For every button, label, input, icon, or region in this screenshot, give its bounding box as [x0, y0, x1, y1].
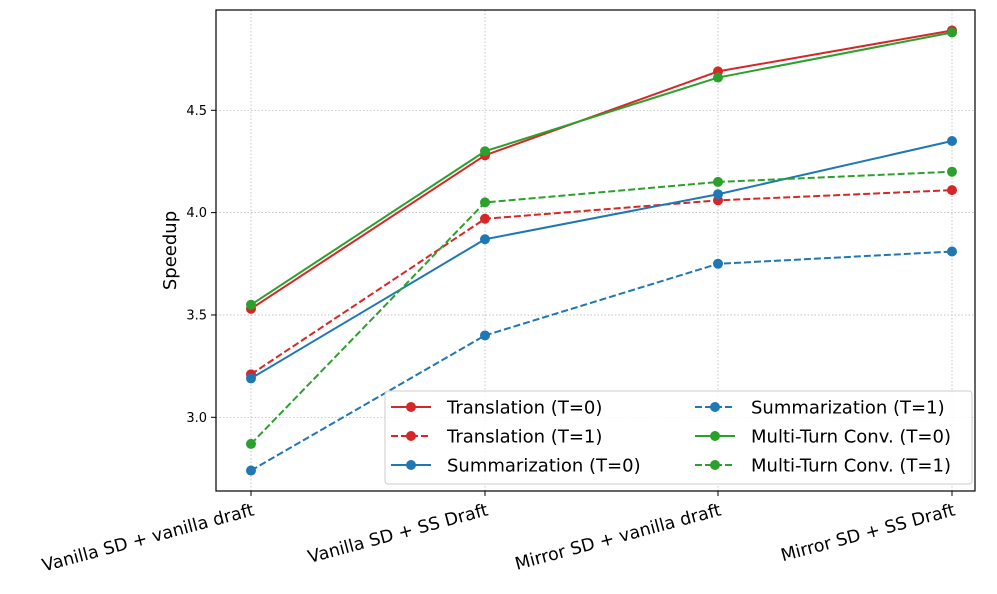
- series-line: [250, 250, 953, 472]
- data-point: [246, 373, 256, 384]
- data-point: [947, 185, 957, 196]
- data-point: [246, 299, 256, 310]
- x-tick-label: Vanilla SD + vanilla draft: [40, 500, 256, 576]
- series-1: [246, 25, 957, 314]
- plot-frame: [215, 9, 976, 492]
- axes: Vanilla SD + vanilla draft Vanilla SD + S…: [40, 104, 957, 577]
- series-4: [246, 246, 957, 476]
- x-tick-label: Mirror SD + vanilla draft: [513, 500, 723, 574]
- y-axis-title: Speedup: [160, 211, 181, 290]
- y-tick-label: 4.5: [186, 104, 207, 119]
- data-point: [480, 146, 490, 157]
- x-tick-label: Vanilla SD + SS Draft: [306, 500, 491, 567]
- legend-label: Summarization (T=0): [447, 456, 641, 477]
- series-layer: [246, 25, 957, 476]
- series-line: [250, 140, 953, 380]
- legend-marker: [710, 460, 720, 470]
- legend-box: [384, 390, 973, 485]
- legend-entry: Summarization (T=1): [695, 398, 945, 419]
- series-6: [246, 166, 957, 449]
- legend-marker: [710, 402, 720, 412]
- x-tick-label: Mirror SD + SS Draft: [779, 500, 958, 566]
- data-point: [246, 465, 256, 476]
- data-point: [713, 176, 723, 187]
- data-point: [713, 189, 723, 200]
- data-point: [480, 330, 490, 341]
- legend-entry: Translation (T=1): [391, 427, 602, 448]
- legend-entry: Multi-Turn Conv. (T=0): [695, 427, 951, 448]
- series-2: [246, 185, 957, 380]
- legend-marker: [406, 402, 416, 412]
- y-tick-label: 3.5: [186, 308, 207, 323]
- legend-label: Summarization (T=1): [751, 398, 945, 419]
- legend-marker: [406, 431, 416, 441]
- data-point: [713, 72, 723, 83]
- legend-label: Translation (T=1): [446, 427, 602, 448]
- data-point: [947, 246, 957, 257]
- data-point: [947, 27, 957, 38]
- legend-entry: Translation (T=0): [391, 398, 602, 419]
- series-line: [250, 189, 953, 376]
- legend-label: Multi-Turn Conv. (T=0): [751, 427, 951, 448]
- series-line: [250, 29, 953, 310]
- data-point: [947, 135, 957, 146]
- series-5: [246, 27, 957, 310]
- legend-label: Multi-Turn Conv. (T=1): [751, 456, 951, 477]
- series-line: [250, 170, 953, 445]
- data-point: [480, 197, 490, 208]
- y-tick-label: 3.0: [186, 411, 207, 426]
- data-point: [246, 438, 256, 449]
- data-point: [947, 166, 957, 177]
- legend-entry: Multi-Turn Conv. (T=1): [695, 456, 951, 477]
- data-point: [480, 234, 490, 245]
- data-point: [480, 213, 490, 224]
- legend-label: Translation (T=0): [446, 398, 602, 419]
- data-point: [713, 258, 723, 269]
- legend-marker: [710, 431, 720, 441]
- series-line: [250, 31, 953, 306]
- legend-marker: [406, 460, 416, 470]
- legend: Translation (T=0) Translation (T=1) Summar…: [384, 390, 973, 485]
- legend-entry: Summarization (T=0): [391, 456, 641, 477]
- y-tick-label: 4.0: [186, 206, 207, 221]
- series-3: [246, 135, 957, 384]
